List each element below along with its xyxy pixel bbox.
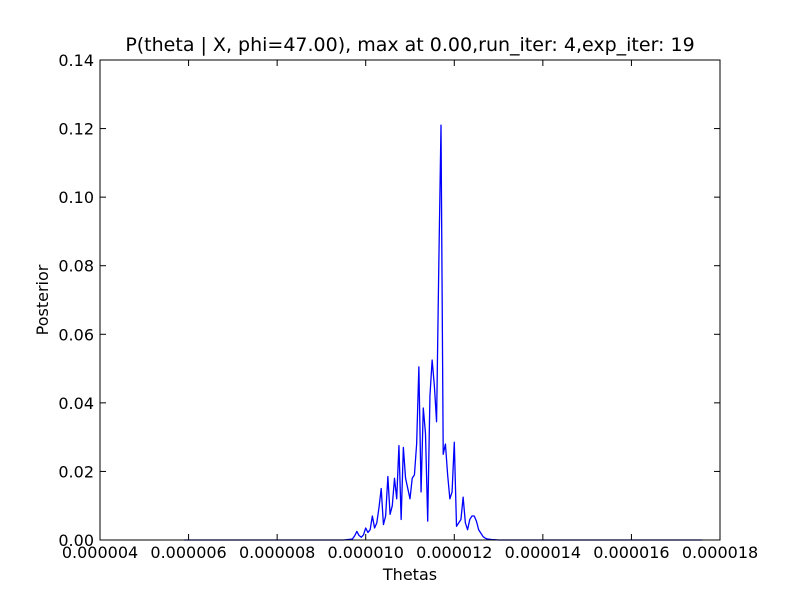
- y-axis-label: Posterior: [33, 264, 52, 335]
- y-tick-label: 0.08: [58, 257, 94, 276]
- y-tick-label: 0.00: [58, 531, 94, 550]
- x-tick-label: 0.000010: [328, 543, 404, 562]
- y-tick-label: 0.10: [58, 188, 94, 207]
- y-tick-label: 0.12: [58, 120, 94, 139]
- x-tick-label: 0.000018: [682, 543, 758, 562]
- x-tick-label: 0.000008: [239, 543, 315, 562]
- y-axis: 0.00 0.02 0.04 0.06 0.08 0.10 0.12 0.14: [58, 51, 720, 550]
- y-tick-label: 0.06: [58, 325, 94, 344]
- x-axis: 0.000004 0.000006 0.000008 0.000010 0.000012…: [62, 60, 758, 562]
- x-tick-label: 0.000012: [416, 543, 492, 562]
- x-tick-label: 0.000004: [62, 543, 138, 562]
- plot-frame: [99, 59, 721, 541]
- series-line: [184, 124, 703, 541]
- x-axis-label: Thetas: [382, 565, 437, 584]
- y-tick-label: 0.04: [58, 394, 94, 413]
- y-tick-label: 0.14: [58, 51, 94, 70]
- x-tick-label: 0.000016: [593, 543, 669, 562]
- chart-title: P(theta | X, phi=47.00), max at 0.00,run…: [125, 34, 694, 56]
- plot-area: [99, 59, 721, 541]
- y-tick-label: 0.02: [58, 462, 94, 481]
- x-tick-label: 0.000006: [150, 543, 226, 562]
- x-tick-label: 0.000014: [505, 543, 581, 562]
